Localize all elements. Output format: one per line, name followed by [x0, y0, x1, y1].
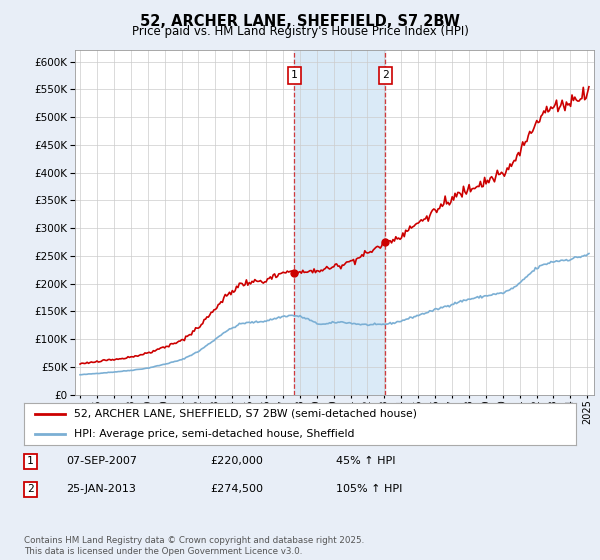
Text: £274,500: £274,500	[210, 484, 263, 494]
Text: HPI: Average price, semi-detached house, Sheffield: HPI: Average price, semi-detached house,…	[74, 429, 354, 439]
Text: £220,000: £220,000	[210, 456, 263, 466]
Text: Price paid vs. HM Land Registry's House Price Index (HPI): Price paid vs. HM Land Registry's House …	[131, 25, 469, 38]
Text: 105% ↑ HPI: 105% ↑ HPI	[336, 484, 403, 494]
Text: 45% ↑ HPI: 45% ↑ HPI	[336, 456, 395, 466]
Text: 07-SEP-2007: 07-SEP-2007	[66, 456, 137, 466]
Text: 52, ARCHER LANE, SHEFFIELD, S7 2BW (semi-detached house): 52, ARCHER LANE, SHEFFIELD, S7 2BW (semi…	[74, 409, 416, 419]
Bar	[295, 50, 385, 395]
Text: 1: 1	[291, 71, 298, 81]
Text: 2: 2	[27, 484, 34, 494]
Text: 52, ARCHER LANE, SHEFFIELD, S7 2BW: 52, ARCHER LANE, SHEFFIELD, S7 2BW	[140, 14, 460, 29]
Text: 25-JAN-2013: 25-JAN-2013	[66, 484, 136, 494]
Text: Contains HM Land Registry data © Crown copyright and database right 2025.
This d: Contains HM Land Registry data © Crown c…	[24, 536, 364, 556]
Text: 1: 1	[27, 456, 34, 466]
Text: 2: 2	[382, 71, 389, 81]
